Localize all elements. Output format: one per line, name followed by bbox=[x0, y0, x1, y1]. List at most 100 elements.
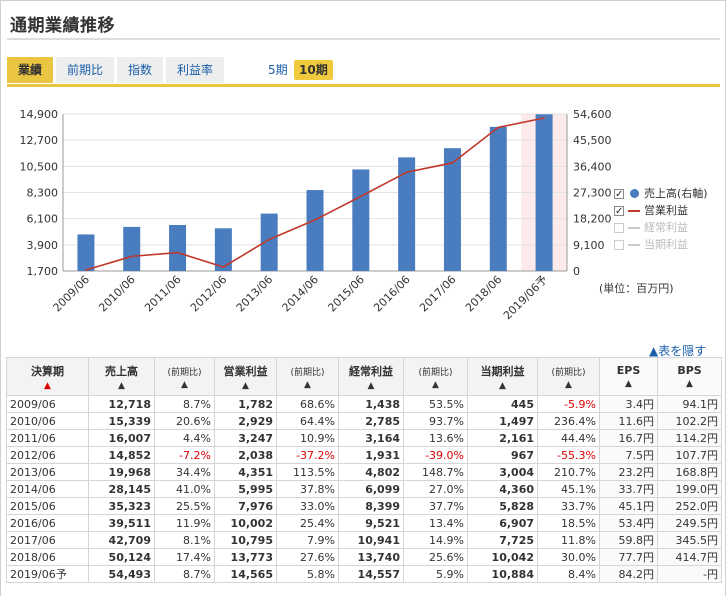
right-tick-label: 45,500 bbox=[573, 134, 612, 147]
tab-margin[interactable]: 利益率 bbox=[166, 57, 225, 83]
table-cell: 23.2円 bbox=[599, 463, 658, 481]
table-cell: 5.8% bbox=[276, 565, 339, 583]
line-point bbox=[360, 195, 362, 198]
table-cell: 236.4% bbox=[537, 412, 600, 430]
checkbox-icon[interactable] bbox=[614, 186, 624, 203]
right-tick-label: 18,200 bbox=[573, 213, 612, 226]
table-cell: 84.2円 bbox=[599, 565, 658, 583]
table-cell: 15,339 bbox=[88, 412, 155, 430]
col-ordinary-profit[interactable]: 経常利益 ▲ bbox=[338, 357, 404, 396]
table-cell: 54,493 bbox=[88, 565, 155, 583]
table-cell: 2014/06 bbox=[6, 480, 89, 498]
table-cell: 8.4% bbox=[537, 565, 600, 583]
sort-icon: ▲ bbox=[686, 379, 693, 389]
period-5-button[interactable]: 5期 bbox=[268, 63, 288, 77]
table-cell: 33.7% bbox=[537, 497, 600, 515]
line-point bbox=[176, 251, 179, 254]
table-cell: 16,007 bbox=[88, 429, 155, 447]
table-cell: 8.7% bbox=[154, 565, 215, 583]
table-cell: 11.6円 bbox=[599, 412, 658, 430]
table-row: 2013/06 19,968 34.4% 4,351 113.5% 4,802 148.7%… bbox=[6, 463, 722, 481]
table-cell: 11.9% bbox=[154, 514, 215, 532]
table-cell: 2,161 bbox=[467, 429, 538, 447]
checkbox-icon[interactable] bbox=[614, 203, 624, 220]
col-year[interactable]: 決算期 ▲ bbox=[6, 357, 89, 396]
circle-marker-icon bbox=[629, 189, 639, 198]
legend-sales[interactable]: 売上高(右軸) bbox=[614, 185, 708, 203]
table-cell: 2015/06 bbox=[6, 497, 89, 515]
table-cell: 2012/06 bbox=[6, 446, 89, 464]
checkbox-icon[interactable] bbox=[614, 222, 624, 233]
table-cell: 7.9% bbox=[276, 531, 339, 549]
table-cell: 34.4% bbox=[154, 463, 215, 481]
col-operating-profit[interactable]: 営業利益 ▲ bbox=[214, 357, 277, 396]
table-cell: -円 bbox=[657, 565, 722, 583]
title-divider bbox=[7, 38, 720, 40]
checkbox-icon[interactable] bbox=[614, 239, 624, 250]
left-tick-label: 10,500 bbox=[20, 160, 59, 173]
legend-ordinary-profit[interactable]: 経常利益 bbox=[614, 219, 708, 236]
table-header-row: 決算期 ▲ 売上高 ▲ (前期比) ▲ 営業利益 ▲ (前期比) ▲ 経常利益 ▲ (前期比… bbox=[6, 357, 722, 396]
col-bps[interactable]: BPS ▲ bbox=[657, 357, 722, 396]
table-cell: 2,038 bbox=[214, 446, 277, 464]
table-cell: 2018/06 bbox=[6, 548, 89, 566]
x-tick-label: 2019/06予 bbox=[501, 273, 550, 322]
table-cell: -39.0% bbox=[403, 446, 468, 464]
line-point bbox=[222, 266, 225, 268]
tab-performance[interactable]: 業績 bbox=[7, 57, 54, 83]
col-sales-yoy[interactable]: (前期比) ▲ bbox=[154, 357, 215, 396]
table-row: 2019/06予 54,493 8.7% 14,565 5.8% 14,557 5.9% 10… bbox=[6, 565, 722, 583]
col-eps[interactable]: EPS ▲ bbox=[599, 357, 658, 396]
table-cell: 2013/06 bbox=[6, 463, 89, 481]
table-cell: 44.4% bbox=[537, 429, 600, 447]
left-tick-label: 8,300 bbox=[27, 187, 59, 200]
table-cell: 3,247 bbox=[214, 429, 277, 447]
left-tick-label: 12,700 bbox=[20, 134, 59, 147]
table-cell: 7,976 bbox=[214, 497, 277, 515]
hide-table-link[interactable]: ▲表を隠す bbox=[649, 344, 707, 358]
table-row: 2009/06 12,718 8.7% 1,782 68.6% 1,438 53.5% 445… bbox=[6, 395, 722, 413]
table-cell: 25.4% bbox=[276, 514, 339, 532]
table-cell: 168.8円 bbox=[657, 463, 722, 481]
col-sales[interactable]: 売上高 ▲ bbox=[88, 357, 155, 396]
table-cell: -37.2% bbox=[276, 446, 339, 464]
tab-yoy[interactable]: 前期比 bbox=[56, 57, 115, 83]
table-cell: 7,725 bbox=[467, 531, 538, 549]
table-cell: 4.4% bbox=[154, 429, 215, 447]
legend-net-profit[interactable]: 当期利益 bbox=[614, 236, 708, 253]
line-marker-icon bbox=[628, 226, 640, 229]
table-cell: 41.0% bbox=[154, 480, 215, 498]
col-net-profit[interactable]: 当期利益 ▲ bbox=[467, 357, 538, 396]
table-cell: 10.9% bbox=[276, 429, 339, 447]
col-op-yoy[interactable]: (前期比) ▲ bbox=[276, 357, 339, 396]
table-cell: 13,740 bbox=[338, 548, 404, 566]
table-cell: 8.7% bbox=[154, 395, 215, 413]
bar bbox=[77, 234, 95, 271]
table-cell: 5,995 bbox=[214, 480, 277, 498]
table-cell: 28,145 bbox=[88, 480, 155, 498]
line-marker-icon bbox=[628, 209, 640, 212]
table-cell: 27.0% bbox=[403, 480, 468, 498]
period-10-button[interactable]: 10期 bbox=[294, 60, 333, 80]
performance-chart: 14,900 54,600 12,700 45,500 10,500 36,400 8,30… bbox=[20, 108, 612, 322]
table-row: 2016/06 39,511 11.9% 10,002 25.4% 9,521 13.4% 6… bbox=[6, 514, 722, 532]
col-net-yoy[interactable]: (前期比) ▲ bbox=[537, 357, 600, 396]
legend-operating-profit[interactable]: 営業利益 bbox=[614, 202, 708, 220]
col-ord-yoy[interactable]: (前期比) ▲ bbox=[403, 357, 468, 396]
line-point bbox=[130, 255, 133, 258]
tab-index[interactable]: 指数 bbox=[117, 57, 164, 83]
legend-label: 営業利益 bbox=[644, 204, 688, 217]
line-point bbox=[451, 162, 454, 164]
table-cell: 3,004 bbox=[467, 463, 538, 481]
legend-label: 当期利益 bbox=[644, 238, 688, 251]
x-tick-label: 2014/06 bbox=[280, 273, 322, 315]
right-tick-label: 27,300 bbox=[573, 187, 612, 200]
left-tick-label: 6,100 bbox=[27, 213, 59, 226]
bar bbox=[169, 224, 187, 271]
table-cell: 2,929 bbox=[214, 412, 277, 430]
table-cell: 345.5円 bbox=[657, 531, 722, 549]
left-tick-label: 1,700 bbox=[27, 265, 59, 278]
table-cell: 37.8% bbox=[276, 480, 339, 498]
table-cell: 2017/06 bbox=[6, 531, 89, 549]
sort-asc-icon: ▲ bbox=[44, 380, 51, 391]
